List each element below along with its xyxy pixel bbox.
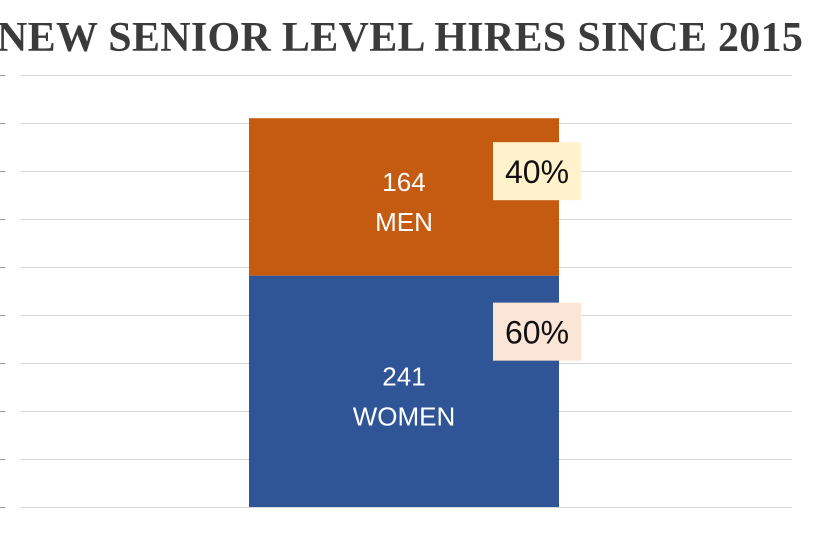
data-labels: 241 WOMEN 60% 164 MEN 40% — [353, 142, 581, 431]
percent-label-women: 60% — [505, 315, 569, 351]
percent-box-women — [493, 302, 581, 361]
data-label-value-women: 241 — [382, 361, 425, 391]
percent-box-men — [493, 142, 581, 201]
data-label-value-men: 164 — [382, 167, 425, 197]
data-label-name-women: WOMEN — [353, 401, 456, 431]
data-label-name-men: MEN — [375, 207, 433, 237]
percent-label-men: 40% — [505, 154, 569, 190]
chart-title: NEW SENIOR LEVEL HIRES SINCE 2015 — [0, 15, 804, 61]
